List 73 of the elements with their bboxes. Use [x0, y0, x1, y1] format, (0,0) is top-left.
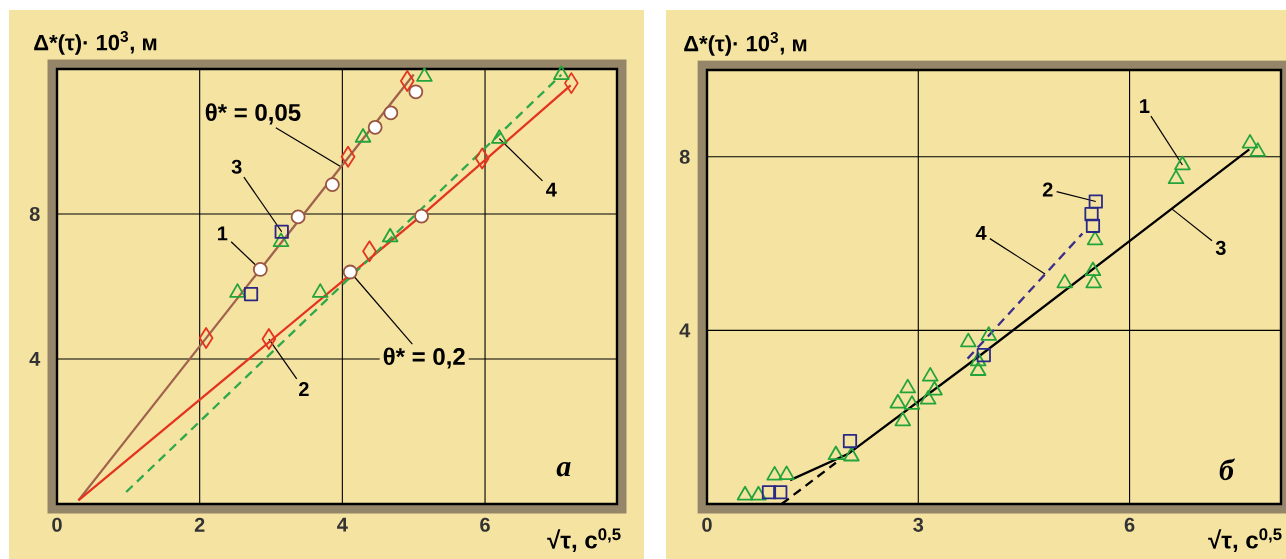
point [766, 465, 783, 481]
annotation: 1 [1140, 99, 1150, 113]
point [243, 287, 259, 302]
annotation: 3 [1215, 240, 1226, 255]
point [960, 332, 977, 348]
point [1056, 273, 1074, 289]
point [416, 67, 433, 82]
annotation: θ* = 0,2 [383, 347, 465, 369]
point [1167, 169, 1185, 185]
x-tick-label: 4 [337, 517, 348, 532]
point [1084, 261, 1102, 277]
y-tick-label: 8 [29, 206, 40, 222]
point [1241, 133, 1259, 149]
point [778, 465, 795, 481]
point [922, 366, 939, 382]
point [1085, 273, 1102, 289]
point [354, 128, 372, 143]
point [750, 485, 767, 501]
point [894, 411, 912, 427]
point [198, 327, 214, 349]
point [229, 283, 246, 298]
point [1249, 142, 1267, 157]
point [889, 393, 907, 409]
point [843, 446, 860, 462]
point [553, 65, 570, 80]
point [969, 351, 987, 367]
annotation: 2 [1042, 182, 1053, 197]
point [381, 227, 399, 243]
x-axis-title: √τ, с$^{0,5}$ [1208, 528, 1282, 553]
point [980, 326, 997, 341]
point [324, 177, 340, 193]
point [272, 232, 290, 248]
point [252, 262, 268, 277]
point [261, 328, 277, 350]
x-tick-label: 6 [480, 517, 490, 532]
point [383, 105, 399, 121]
x-tick-label: 2 [194, 517, 205, 532]
annotation: 4 [975, 226, 987, 240]
point [491, 129, 508, 144]
point [290, 209, 306, 225]
point [274, 224, 289, 239]
point [408, 84, 424, 100]
x-tick-label: 3 [913, 517, 924, 532]
y-axis-title: Δ*(τ)· 10$^{3}$, м [34, 31, 157, 55]
annotation: 1 [218, 226, 228, 241]
point [1174, 155, 1191, 171]
annotation: 2 [299, 382, 309, 397]
point [367, 119, 383, 135]
x-tick-label: 0 [52, 517, 62, 532]
point [1086, 230, 1104, 246]
point [414, 208, 429, 224]
point [342, 264, 358, 280]
point [926, 380, 943, 396]
point [1084, 206, 1099, 222]
point [899, 378, 916, 394]
annotation: а [556, 461, 571, 477]
annotation: 4 [546, 182, 557, 197]
point [311, 283, 329, 298]
point [903, 395, 921, 410]
point [969, 361, 987, 376]
y-tick-label: 8 [679, 149, 690, 164]
point [827, 445, 845, 461]
point [1085, 218, 1101, 233]
y-axis-title: Δ*(τ)· 10$^{3}$, м [684, 32, 807, 56]
x-tick-label: 0 [702, 517, 712, 532]
x-axis-title: √τ, с$^{0,5}$ [547, 528, 621, 553]
point [919, 389, 937, 405]
annotation: θ* = 0,05 [205, 103, 301, 125]
annotation: б [1219, 458, 1235, 481]
annotation: 3 [231, 159, 242, 174]
point [1088, 194, 1103, 209]
x-tick-label: 6 [1124, 517, 1135, 532]
point [736, 485, 754, 501]
